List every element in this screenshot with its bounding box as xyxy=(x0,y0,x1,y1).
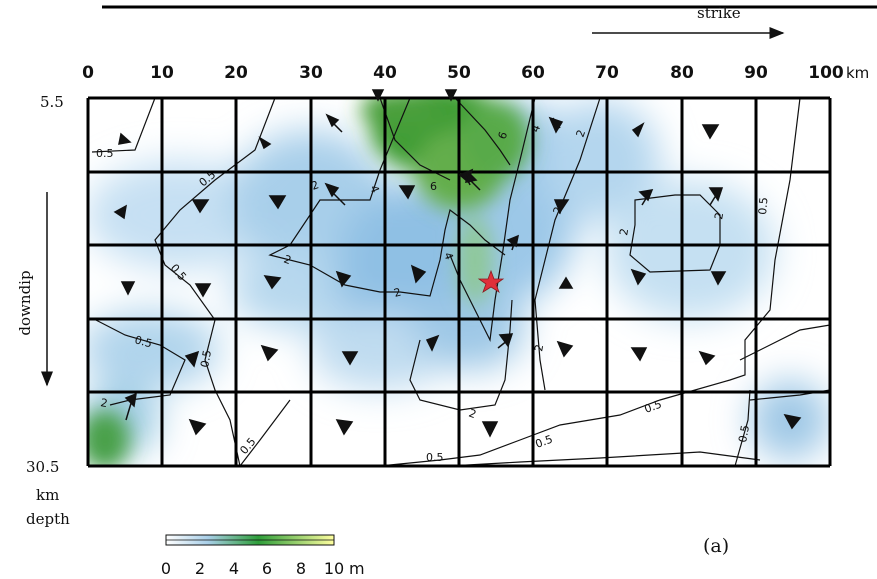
slip-direction-arrow-icon xyxy=(124,392,137,421)
contour-label: 2 xyxy=(467,407,478,422)
slip-direction-arrow-icon xyxy=(260,344,279,362)
contour-label: 2 xyxy=(532,343,546,352)
slip-direction-arrow-icon xyxy=(268,195,287,210)
slip-direction-arrow-icon xyxy=(548,116,564,134)
slip-direction-arrow-icon xyxy=(710,271,727,286)
slip-direction-arrow-icon xyxy=(335,419,354,436)
contour-label: 6 xyxy=(496,130,511,141)
top-depth-label: 5.5 xyxy=(40,93,64,111)
slip-direction-arrow-icon xyxy=(184,350,200,368)
contour-label: 0.5 xyxy=(534,433,555,451)
contour-label: 2 xyxy=(551,205,566,216)
slip-direction-arrow-icon xyxy=(410,264,427,284)
contour-label: 6 xyxy=(430,180,437,193)
colorbar-tick: 4 xyxy=(229,559,239,578)
x-axis-labels: 0 10 20 30 40 50 60 70 80 90 100 km xyxy=(82,63,869,83)
slip-direction-arrow-icon xyxy=(556,340,574,358)
colorbar-tick: 6 xyxy=(262,559,272,578)
colorbar-tick: 8 xyxy=(296,559,306,578)
depth-unit-km: km xyxy=(36,486,59,504)
strike-label: strike xyxy=(697,4,741,22)
slip-direction-arrow-icon xyxy=(558,276,574,289)
x-tick-label: 70 xyxy=(595,63,619,83)
slip-direction-arrow-icon xyxy=(631,122,645,138)
slip-direction-arrow-icon xyxy=(638,189,654,206)
subfault-grid xyxy=(86,96,832,468)
contour-label: 2 xyxy=(574,128,589,139)
contour-label: 0.5 xyxy=(426,451,444,464)
contour-label: 0.5 xyxy=(96,147,114,160)
contour-label: 2 xyxy=(392,286,402,300)
slip-direction-arrow-icon xyxy=(258,136,272,150)
slip-direction-arrow-icon xyxy=(701,124,720,140)
x-tick-label: 40 xyxy=(373,63,397,83)
slip-direction-arrow-icon xyxy=(497,333,514,349)
slip-direction-arrow-icon xyxy=(335,270,352,288)
contour-label: 0.5 xyxy=(643,398,664,416)
slip-direction-arrow-icon xyxy=(191,199,210,214)
contour-label-group: 0.5 0.5 0.5 0.5 0.5 0.5 0.5 0.5 0.5 0.5 … xyxy=(96,123,771,464)
slip-direction-arrow-icon xyxy=(341,351,359,366)
contour-label: 2 xyxy=(617,227,631,236)
slip-direction-arrow-icon xyxy=(630,268,647,286)
slip-direction-arrow-icon xyxy=(325,113,343,133)
slip-direction-arrow-icon xyxy=(465,170,481,191)
slip-direction-arrow-icon xyxy=(708,187,724,206)
slip-direction-arrow-icon xyxy=(630,347,648,362)
slip-direction-arrow-icon xyxy=(263,275,282,290)
x-tick-label: 60 xyxy=(521,63,545,83)
depth-unit-depth: depth xyxy=(26,510,70,528)
slip-direction-arrow-icon xyxy=(118,132,132,145)
slip-direction-arrow-icon xyxy=(783,413,802,430)
slip-direction-arrow-icon xyxy=(113,204,127,220)
colorbar-unit: m xyxy=(349,559,365,578)
contour-label: 4 xyxy=(367,184,382,195)
contour-label: 2 xyxy=(712,211,726,220)
colorbar: 0 2 4 6 8 10 m xyxy=(161,534,365,578)
downdip-label: downdip xyxy=(16,270,34,335)
contour-label: 2 xyxy=(282,253,293,268)
slip-direction-arrow-icon xyxy=(444,89,458,102)
contour-label: 2 xyxy=(99,396,108,410)
slip-direction-arrow-icon xyxy=(324,182,346,206)
contour-label: 4 xyxy=(529,123,544,134)
slip-arrows xyxy=(113,89,802,438)
x-tick-label: 0 xyxy=(82,63,94,83)
x-tick-label: 100 xyxy=(808,63,844,83)
x-tick-label: 10 xyxy=(150,63,174,83)
slip-direction-arrow-icon xyxy=(120,281,136,296)
contour-label: 4 xyxy=(441,251,456,262)
x-tick-label: 80 xyxy=(670,63,694,83)
slip-direction-arrow-icon xyxy=(371,89,385,102)
bottom-depth-label: 30.5 xyxy=(26,458,59,476)
x-unit-label: km xyxy=(846,64,869,82)
colorbar-tick: 2 xyxy=(195,559,205,578)
x-tick-label: 50 xyxy=(447,63,471,83)
slip-direction-arrow-icon xyxy=(698,350,716,366)
contour-label: 2 xyxy=(310,178,321,193)
contour-label: 0.5 xyxy=(198,349,214,368)
slip-direction-arrow-icon xyxy=(194,283,212,298)
panel-label: (a) xyxy=(703,535,729,557)
slip-direction-arrow-icon xyxy=(506,234,520,251)
slip-direction-arrow-icon xyxy=(553,199,570,214)
colorbar-tick: 0 xyxy=(161,559,171,578)
contour-label: 0.5 xyxy=(133,333,153,350)
x-tick-label: 20 xyxy=(224,63,248,83)
slip-direction-arrow-icon xyxy=(425,334,440,352)
slip-direction-arrow-icon xyxy=(481,421,499,438)
x-tick-label: 30 xyxy=(299,63,323,83)
slip-direction-arrow-icon xyxy=(188,418,207,436)
colorbar-tick: 10 xyxy=(324,559,344,578)
x-tick-label: 90 xyxy=(744,63,768,83)
hypocenter-star-icon xyxy=(477,269,505,293)
slip-direction-arrow-icon xyxy=(398,185,416,200)
contour-label: 0.5 xyxy=(756,197,770,216)
contour-label: 0.5 xyxy=(736,424,752,443)
